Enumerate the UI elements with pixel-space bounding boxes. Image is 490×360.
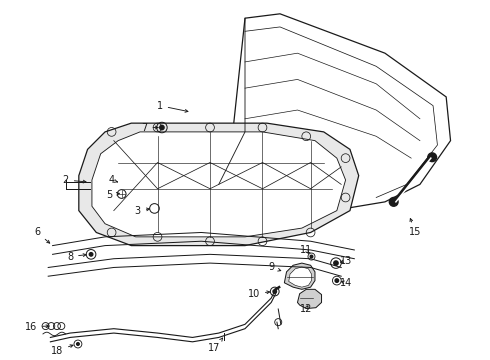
Text: 11: 11 [300, 245, 312, 255]
Text: 3: 3 [135, 206, 149, 216]
Text: 14: 14 [340, 278, 352, 288]
Polygon shape [289, 267, 312, 287]
Text: 10: 10 [247, 289, 270, 299]
Text: 9: 9 [268, 262, 281, 273]
Polygon shape [79, 123, 359, 246]
Text: 17: 17 [208, 338, 222, 354]
Polygon shape [219, 14, 450, 211]
Text: 15: 15 [409, 219, 422, 238]
Text: 2: 2 [63, 175, 86, 185]
Circle shape [334, 261, 338, 265]
Text: 4: 4 [109, 175, 118, 185]
Text: 13: 13 [340, 256, 352, 266]
Circle shape [335, 279, 339, 282]
Text: 7: 7 [141, 122, 158, 132]
Circle shape [89, 253, 93, 256]
Text: 16: 16 [24, 321, 49, 332]
Text: 5: 5 [106, 190, 120, 200]
Circle shape [310, 255, 313, 258]
Circle shape [76, 343, 79, 345]
Text: 1: 1 [157, 101, 188, 112]
Circle shape [428, 153, 437, 162]
Circle shape [160, 125, 164, 130]
Polygon shape [92, 132, 345, 237]
Text: 12: 12 [300, 304, 313, 314]
Polygon shape [284, 263, 315, 289]
Circle shape [390, 198, 398, 206]
Text: 8: 8 [67, 252, 86, 261]
Circle shape [273, 290, 276, 293]
Text: 6: 6 [34, 228, 49, 243]
Polygon shape [297, 289, 321, 309]
Text: 18: 18 [51, 345, 73, 356]
